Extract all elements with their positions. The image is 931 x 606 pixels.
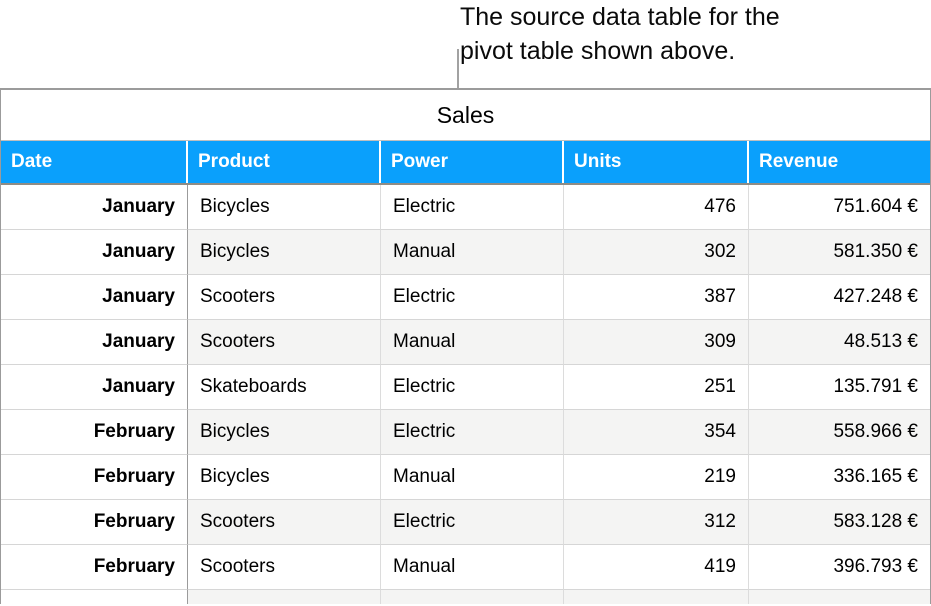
cell-units[interactable]: 219 — [564, 455, 749, 500]
cell-units[interactable]: 302 — [564, 230, 749, 275]
table-row: January Skateboards Electric 251 135.791 € — [1, 365, 930, 410]
cell-units[interactable]: 419 — [564, 545, 749, 590]
table-row: February Bicycles Electric 354 558.966 € — [1, 410, 930, 455]
caption-line-1: The source data table for the — [460, 3, 780, 31]
column-header-date[interactable]: Date — [1, 141, 188, 183]
cell-revenue[interactable]: 336.165 € — [749, 455, 930, 500]
cell-product[interactable]: Skateboards — [188, 365, 381, 410]
cell-date[interactable]: January — [1, 320, 188, 365]
partial-cell-units[interactable] — [564, 590, 749, 604]
column-header-power[interactable]: Power — [381, 141, 564, 183]
cell-product[interactable]: Scooters — [188, 320, 381, 365]
cell-product[interactable]: Scooters — [188, 275, 381, 320]
table-title-row[interactable]: Sales — [1, 90, 930, 141]
table-row: February Scooters Electric 312 583.128 € — [1, 500, 930, 545]
cell-power[interactable]: Manual — [381, 455, 564, 500]
cell-revenue[interactable]: 558.966 € — [749, 410, 930, 455]
cell-power[interactable]: Manual — [381, 320, 564, 365]
cell-date[interactable]: January — [1, 365, 188, 410]
table-row: January Scooters Manual 309 48.513 € — [1, 320, 930, 365]
column-header-revenue[interactable]: Revenue — [759, 151, 839, 172]
cell-revenue[interactable]: 48.513 € — [749, 320, 930, 365]
table-title: Sales — [436, 101, 495, 128]
source-data-table: Sales Date Product Power Units Revenue J… — [0, 88, 931, 604]
cell-power[interactable]: Manual — [381, 545, 564, 590]
cell-power[interactable]: Electric — [381, 410, 564, 455]
partial-row — [1, 590, 930, 604]
cell-units[interactable]: 251 — [564, 365, 749, 410]
partial-cell-revenue[interactable] — [749, 590, 930, 604]
cell-revenue[interactable]: 583.128 € — [749, 500, 930, 545]
cell-date[interactable]: February — [1, 410, 188, 455]
cell-power[interactable]: Electric — [381, 500, 564, 545]
cell-date[interactable]: January — [1, 275, 188, 320]
caption-text: The source data table for the pivot tabl… — [460, 0, 780, 68]
table-row: January Bicycles Manual 302 581.350 € — [1, 230, 930, 275]
column-header-units[interactable]: Units — [564, 141, 749, 183]
cell-date[interactable]: February — [1, 500, 188, 545]
cell-revenue[interactable]: 427.248 € — [749, 275, 930, 320]
cell-power[interactable]: Electric — [381, 365, 564, 410]
caption-leader-line — [457, 49, 459, 89]
table-row: January Bicycles Electric 476 751.604 € — [1, 185, 930, 230]
cell-product[interactable]: Scooters — [188, 500, 381, 545]
partial-cell-power[interactable] — [381, 590, 564, 604]
cell-revenue[interactable]: 581.350 € — [749, 230, 930, 275]
cell-units[interactable]: 312 — [564, 500, 749, 545]
table-row: January Scooters Electric 387 427.248 € — [1, 275, 930, 320]
cell-date[interactable]: February — [1, 455, 188, 500]
cell-units[interactable]: 354 — [564, 410, 749, 455]
cell-power[interactable]: Electric — [381, 185, 564, 230]
table-row: February Bicycles Manual 219 336.165 € — [1, 455, 930, 500]
partial-cell-product[interactable] — [188, 590, 381, 604]
cell-date[interactable]: January — [1, 230, 188, 275]
cell-product[interactable]: Bicycles — [188, 230, 381, 275]
column-header-product[interactable]: Product — [188, 141, 381, 183]
table-body: January Bicycles Electric 476 751.604 € Janua… — [1, 185, 930, 604]
cell-units[interactable]: 309 — [564, 320, 749, 365]
cell-product[interactable]: Bicycles — [188, 185, 381, 230]
table-row: February Scooters Manual 419 396.793 € — [1, 545, 930, 590]
cell-units[interactable]: 387 — [564, 275, 749, 320]
cell-date[interactable]: February — [1, 545, 188, 590]
table-header-row: Date Product Power Units Revenue — [1, 141, 930, 185]
cell-product[interactable]: Bicycles — [188, 455, 381, 500]
cell-date[interactable]: January — [1, 185, 188, 230]
cell-units[interactable]: 476 — [564, 185, 749, 230]
cell-product[interactable]: Scooters — [188, 545, 381, 590]
partial-cell-date[interactable] — [1, 590, 188, 604]
cell-revenue[interactable]: 396.793 € — [749, 545, 930, 590]
cell-power[interactable]: Electric — [381, 275, 564, 320]
cell-revenue[interactable]: 135.791 € — [749, 365, 930, 410]
cell-product[interactable]: Bicycles — [188, 410, 381, 455]
cell-power[interactable]: Manual — [381, 230, 564, 275]
caption-line-2: pivot table shown above. — [460, 37, 736, 65]
cell-revenue[interactable]: 751.604 € — [749, 185, 930, 230]
